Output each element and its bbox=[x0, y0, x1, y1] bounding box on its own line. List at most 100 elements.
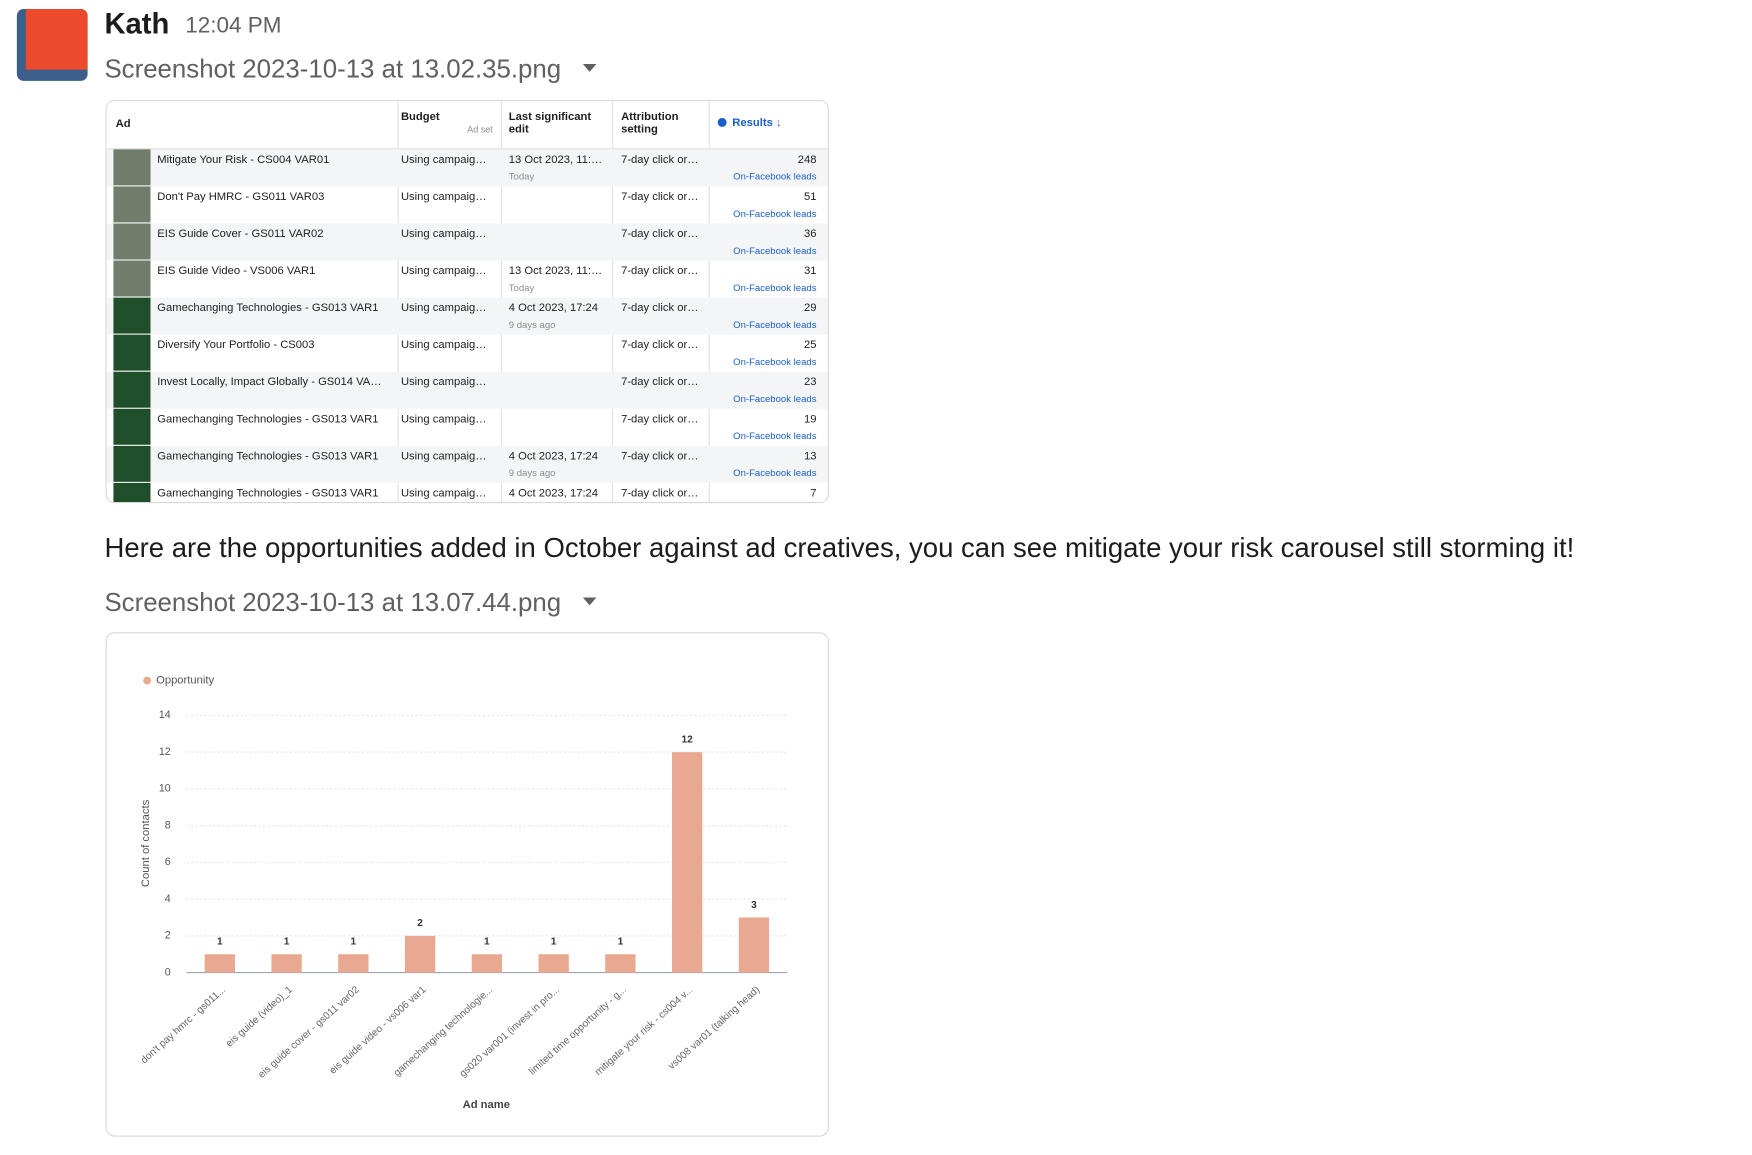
bar bbox=[271, 954, 302, 973]
ad-name: Gamechanging Technologies - GS013 VAR1 bbox=[157, 413, 379, 426]
ad-thumbnail bbox=[113, 371, 151, 408]
data-label: 3 bbox=[751, 900, 757, 911]
results: 13 bbox=[803, 450, 817, 463]
budget: Using campaig… bbox=[400, 302, 487, 315]
bar bbox=[538, 954, 569, 973]
column-header: Budget bbox=[400, 111, 440, 124]
bar bbox=[738, 917, 770, 973]
results-label: On-Facebook leads bbox=[733, 170, 817, 182]
attribution: 7-day click or… bbox=[621, 487, 699, 500]
ad-name: Diversify Your Portfolio - CS003 bbox=[157, 339, 315, 352]
y-tick-label: 10 bbox=[159, 783, 171, 795]
ad-thumbnail bbox=[113, 297, 151, 334]
budget: Using campaig… bbox=[400, 190, 487, 204]
data-label: 12 bbox=[682, 734, 694, 745]
bar bbox=[338, 954, 369, 973]
budget: Using campaig… bbox=[400, 376, 487, 389]
results: 7 bbox=[810, 487, 817, 500]
budget: Using campaig… bbox=[400, 450, 487, 463]
avatar[interactable] bbox=[16, 8, 88, 81]
legend-marker bbox=[143, 676, 152, 685]
budget: Using campaig… bbox=[400, 487, 487, 500]
x-tick-label: eis guide (video)_1 bbox=[224, 984, 295, 1050]
last-edit: 13 Oct 2023, 11:… bbox=[508, 265, 603, 278]
timestamp[interactable]: 12:04 PM bbox=[185, 13, 282, 39]
file-menu-caret[interactable] bbox=[582, 596, 598, 607]
column-subheader: Ad set bbox=[467, 124, 493, 135]
results-label: On-Facebook leads bbox=[733, 393, 817, 405]
results-label: On-Facebook leads bbox=[733, 430, 817, 442]
row-background bbox=[106, 445, 828, 483]
data-label: 1 bbox=[484, 937, 490, 948]
row-background bbox=[106, 149, 828, 187]
y-tick-label: 8 bbox=[165, 819, 171, 831]
budget: Using campaig… bbox=[400, 265, 487, 278]
data-label: 1 bbox=[217, 937, 223, 948]
data-label: 1 bbox=[551, 937, 557, 948]
attribution: 7-day click or… bbox=[621, 376, 699, 389]
results: 25 bbox=[803, 339, 817, 352]
results-label: On-Facebook leads bbox=[733, 281, 817, 294]
data-label: 1 bbox=[618, 937, 624, 948]
ad-name: Invest Locally, Impact Globally - GS014 … bbox=[157, 376, 382, 389]
last-edit: 4 Oct 2023, 17:24 bbox=[508, 487, 599, 500]
message-text: Here are the opportunities added in Octo… bbox=[104, 533, 1575, 564]
last-edit-note: 9 days ago bbox=[508, 318, 556, 331]
file-name: Screenshot 2023-10-13 at 13.07.44.png bbox=[104, 587, 562, 617]
chart-screenshot[interactable]: Opportunity 0 2 4 6 8 10 12 14 Count of contacts A… bbox=[105, 632, 829, 1137]
results: 23 bbox=[803, 376, 817, 389]
x-tick-label: don't pay hmrc - gs011... bbox=[139, 984, 228, 1066]
budget: Using campaig… bbox=[400, 153, 487, 167]
ad-thumbnail bbox=[113, 186, 151, 223]
data-label: 1 bbox=[284, 937, 290, 948]
author[interactable]: Kath bbox=[104, 6, 170, 41]
ad-thumbnail bbox=[113, 408, 151, 445]
y-tick-label: 12 bbox=[159, 746, 171, 758]
column-header: Results ↓ bbox=[732, 116, 782, 130]
last-edit-note: Today bbox=[508, 281, 535, 294]
x-axis-label: Ad name bbox=[463, 1099, 510, 1111]
file-name: Screenshot 2023-10-13 at 13.02.35.png bbox=[104, 53, 562, 84]
column-header: Attribution setting bbox=[621, 111, 679, 136]
ad-thumbnail bbox=[113, 445, 151, 482]
last-edit: 4 Oct 2023, 17:24 bbox=[508, 450, 599, 463]
results: 51 bbox=[803, 190, 817, 204]
last-edit: 13 Oct 2023, 11:… bbox=[508, 153, 603, 167]
column-header: Ad bbox=[115, 117, 131, 131]
results-label: On-Facebook leads bbox=[733, 244, 817, 257]
row-background bbox=[106, 371, 828, 409]
attribution: 7-day click or… bbox=[621, 450, 699, 463]
ad-thumbnail bbox=[113, 223, 151, 260]
attribution: 7-day click or… bbox=[621, 302, 699, 315]
last-edit: 4 Oct 2023, 17:24 bbox=[508, 302, 599, 315]
data-label: 2 bbox=[417, 918, 423, 929]
ad-name: EIS Guide Video - VS006 VAR1 bbox=[157, 265, 316, 278]
ad-name: Gamechanging Technologies - GS013 VAR1 bbox=[157, 450, 379, 463]
attribution: 7-day click or… bbox=[621, 413, 699, 426]
ad-name: EIS Guide Cover - GS011 VAR02 bbox=[157, 227, 324, 241]
column-header: Last significant edit bbox=[508, 111, 592, 136]
y-tick-label: 6 bbox=[165, 856, 171, 868]
y-tick-label: 14 bbox=[159, 709, 171, 721]
ad-thumbnail bbox=[113, 334, 151, 371]
attribution: 7-day click or… bbox=[621, 339, 699, 352]
ad-name: Don't Pay HMRC - GS011 VAR03 bbox=[157, 190, 325, 204]
budget: Using campaig… bbox=[400, 339, 487, 352]
ad-name: Gamechanging Technologies - GS013 VAR1 bbox=[157, 302, 379, 315]
y-axis-label: Count of contacts bbox=[140, 799, 152, 887]
ad-name: Gamechanging Technologies - GS013 VAR1 bbox=[157, 487, 379, 500]
attribution: 7-day click or… bbox=[621, 227, 699, 241]
results-label: On-Facebook leads bbox=[733, 318, 817, 331]
table-screenshot[interactable]: Ad Budget Ad set Last significant edit Attri… bbox=[105, 99, 829, 504]
bar bbox=[605, 954, 636, 973]
row-background bbox=[106, 223, 828, 261]
results-label: On-Facebook leads bbox=[733, 207, 817, 220]
bar bbox=[671, 752, 703, 973]
bar bbox=[404, 935, 436, 973]
results: 19 bbox=[803, 413, 817, 426]
attribution: 7-day click or… bbox=[621, 265, 699, 278]
ad-name: Mitigate Your Risk - CS004 VAR01 bbox=[157, 153, 330, 167]
file-menu-caret[interactable] bbox=[582, 63, 598, 74]
